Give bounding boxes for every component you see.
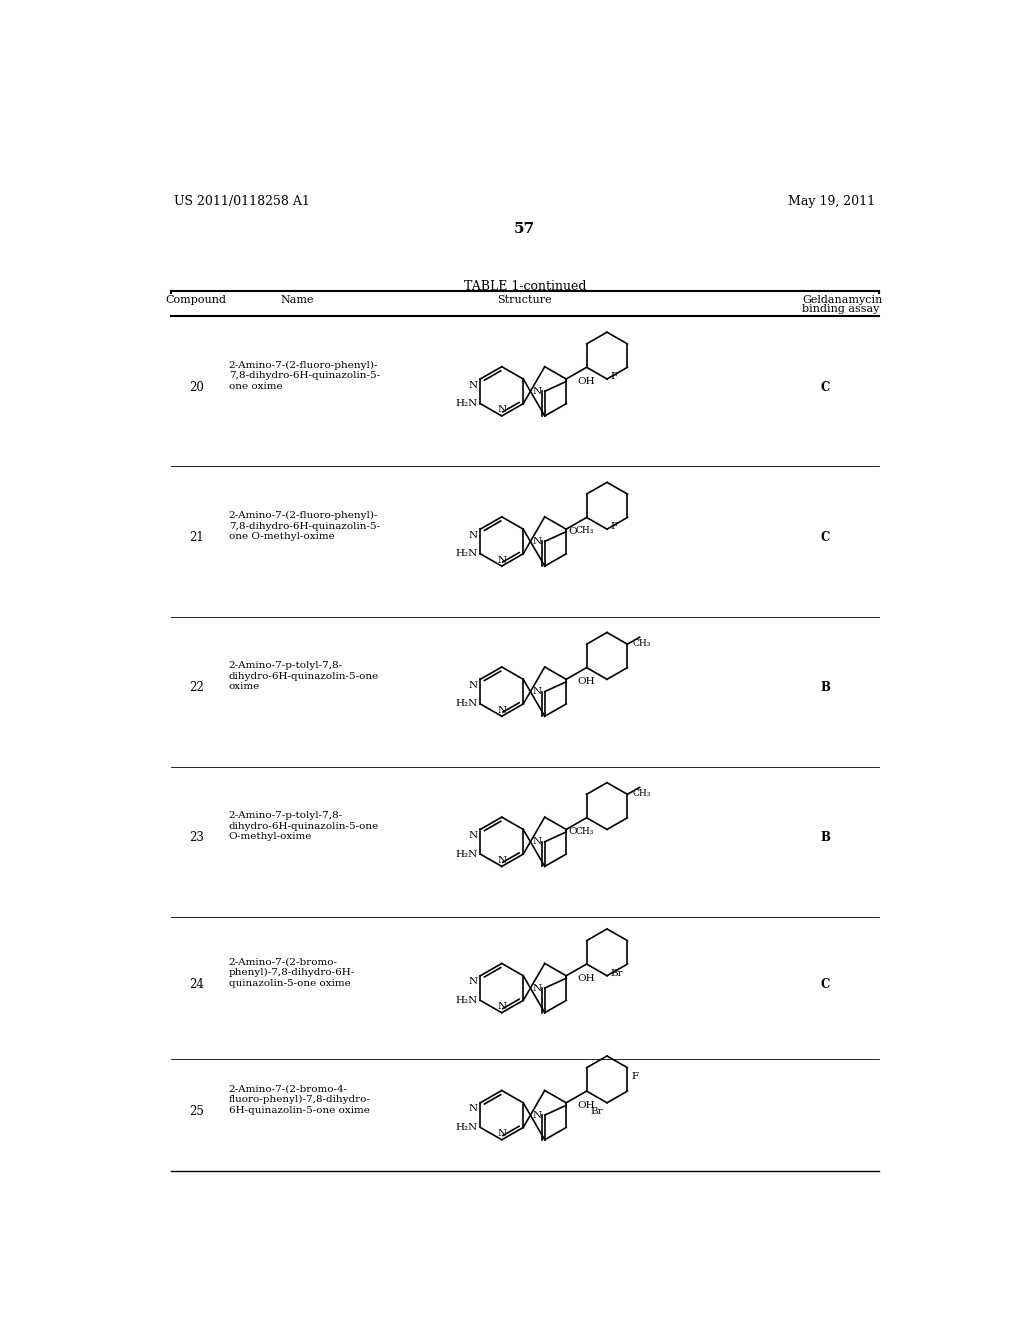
Text: Geldanamycin: Geldanamycin xyxy=(802,294,883,305)
Text: N: N xyxy=(532,1110,542,1119)
Text: H₂N: H₂N xyxy=(456,700,478,709)
Text: TABLE 1-continued: TABLE 1-continued xyxy=(464,280,586,293)
Text: N: N xyxy=(469,380,478,389)
Text: 57: 57 xyxy=(514,222,536,236)
Text: CH₃: CH₃ xyxy=(632,639,650,648)
Text: US 2011/0118258 A1: US 2011/0118258 A1 xyxy=(174,195,310,209)
Text: 2-Amino-7-(2-fluoro-phenyl)-
7,8-dihydro-6H-quinazolin-5-
one O-methyl-oxime: 2-Amino-7-(2-fluoro-phenyl)- 7,8-dihydro… xyxy=(228,511,380,541)
Text: 23: 23 xyxy=(188,832,204,845)
Text: F: F xyxy=(610,372,617,381)
Text: O: O xyxy=(568,828,578,837)
Text: N: N xyxy=(498,1002,506,1011)
Text: N: N xyxy=(469,977,478,986)
Text: 2-Amino-7-(2-fluoro-phenyl)-
7,8-dihydro-6H-quinazolin-5-
one oxime: 2-Amino-7-(2-fluoro-phenyl)- 7,8-dihydro… xyxy=(228,360,380,391)
Text: 2-Amino-7-(2-bromo-4-
fluoro-phenyl)-7,8-dihydro-
6H-quinazolin-5-one oxime: 2-Amino-7-(2-bromo-4- fluoro-phenyl)-7,8… xyxy=(228,1085,371,1114)
Text: N: N xyxy=(498,706,506,714)
Text: CH₃: CH₃ xyxy=(575,527,594,536)
Text: OH: OH xyxy=(578,974,595,982)
Text: 24: 24 xyxy=(188,978,204,991)
Text: Structure: Structure xyxy=(498,294,552,305)
Text: 21: 21 xyxy=(188,531,204,544)
Text: B: B xyxy=(820,832,830,845)
Text: H₂N: H₂N xyxy=(456,850,478,858)
Text: N: N xyxy=(498,405,506,414)
Text: N: N xyxy=(469,681,478,690)
Text: 20: 20 xyxy=(188,381,204,393)
Text: CH₃: CH₃ xyxy=(575,826,594,836)
Text: 2-Amino-7-p-tolyl-7,8-
dihydro-6H-quinazolin-5-one
O-methyl-oxime: 2-Amino-7-p-tolyl-7,8- dihydro-6H-quinaz… xyxy=(228,812,379,841)
Text: May 19, 2011: May 19, 2011 xyxy=(788,195,876,209)
Text: N: N xyxy=(532,837,542,846)
Text: OH: OH xyxy=(578,1101,595,1110)
Text: Br: Br xyxy=(611,969,624,978)
Text: H₂N: H₂N xyxy=(456,549,478,558)
Text: C: C xyxy=(821,531,830,544)
Text: B: B xyxy=(820,681,830,694)
Text: 2-Amino-7-(2-bromo-
phenyl)-7,8-dihydro-6H-
quinazolin-5-one oxime: 2-Amino-7-(2-bromo- phenyl)-7,8-dihydro-… xyxy=(228,958,355,987)
Text: Compound: Compound xyxy=(166,294,226,305)
Text: N: N xyxy=(532,688,542,696)
Text: O: O xyxy=(568,527,578,536)
Text: Name: Name xyxy=(281,294,313,305)
Text: 25: 25 xyxy=(188,1105,204,1118)
Text: H₂N: H₂N xyxy=(456,1123,478,1133)
Text: N: N xyxy=(498,855,506,865)
Text: H₂N: H₂N xyxy=(456,399,478,408)
Text: N: N xyxy=(469,832,478,840)
Text: 2-Amino-7-p-tolyl-7,8-
dihydro-6H-quinazolin-5-one
oxime: 2-Amino-7-p-tolyl-7,8- dihydro-6H-quinaz… xyxy=(228,661,379,692)
Text: OH: OH xyxy=(578,378,595,385)
Text: N: N xyxy=(498,1129,506,1138)
Text: F: F xyxy=(631,1072,638,1081)
Text: N: N xyxy=(469,1105,478,1113)
Text: OH: OH xyxy=(578,677,595,686)
Text: CH₃: CH₃ xyxy=(632,789,650,797)
Text: N: N xyxy=(532,387,542,396)
Text: H₂N: H₂N xyxy=(456,995,478,1005)
Text: Br: Br xyxy=(591,1106,603,1115)
Text: binding assay: binding assay xyxy=(802,304,880,314)
Text: 22: 22 xyxy=(188,681,204,694)
Text: N: N xyxy=(532,983,542,993)
Text: N: N xyxy=(469,531,478,540)
Text: N: N xyxy=(532,537,542,546)
Text: C: C xyxy=(821,381,830,393)
Text: F: F xyxy=(610,523,617,532)
Text: C: C xyxy=(821,978,830,991)
Text: N: N xyxy=(498,556,506,565)
